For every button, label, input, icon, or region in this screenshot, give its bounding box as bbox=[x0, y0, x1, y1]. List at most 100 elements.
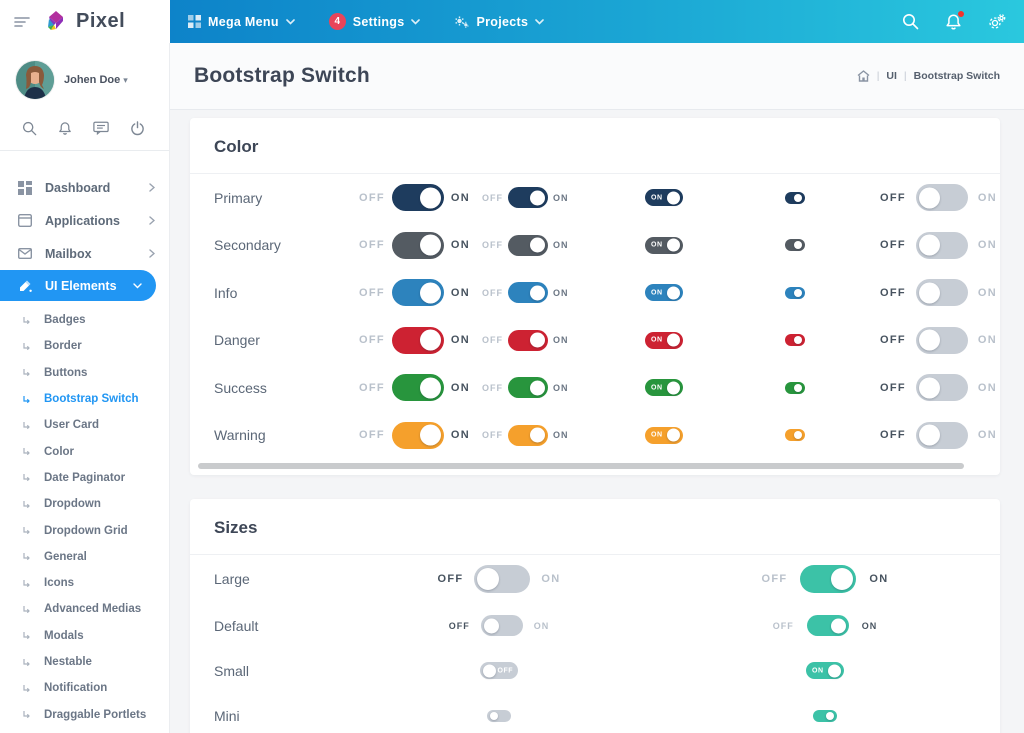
nav-settings[interactable]: 4 Settings bbox=[328, 13, 421, 30]
sidebar-subitem-user-card[interactable]: User Card bbox=[0, 412, 169, 438]
horizontal-scrollbar[interactable] bbox=[198, 463, 964, 469]
sizes-row-mini: Mini bbox=[190, 693, 1000, 733]
switch-group-medium: OFF ON bbox=[482, 377, 575, 399]
switch-danger-medium[interactable] bbox=[508, 329, 548, 351]
switch-large-on[interactable] bbox=[800, 565, 857, 593]
off-label: OFF bbox=[880, 239, 906, 252]
ui-elements-ink-icon bbox=[18, 279, 33, 293]
switch-success-large[interactable] bbox=[391, 374, 444, 402]
switch-small-off[interactable]: OFF bbox=[480, 662, 518, 679]
switch-info-mini[interactable] bbox=[785, 286, 805, 299]
off-label: OFF bbox=[359, 429, 385, 442]
notifications-bell-icon[interactable] bbox=[945, 10, 964, 31]
sidebar-subitem-badges[interactable]: Badges bbox=[0, 307, 169, 333]
nav-mega-menu[interactable]: Mega Menu bbox=[188, 15, 295, 29]
switch-info-medium[interactable] bbox=[508, 282, 548, 304]
sidebar-subitem-label: User Card bbox=[44, 419, 99, 432]
sidebar-subitem-notification[interactable]: Notification bbox=[0, 675, 169, 701]
switch-warning-mini[interactable] bbox=[785, 429, 805, 442]
switch-secondary-mini[interactable] bbox=[785, 239, 805, 252]
avatar[interactable] bbox=[16, 61, 54, 99]
switch-primary-medium[interactable] bbox=[508, 187, 548, 209]
sidebar-subitem-date-paginator[interactable]: Date Paginator bbox=[0, 465, 169, 491]
sidebar-subitem-nestable[interactable]: Nestable bbox=[0, 649, 169, 675]
on-label: ON bbox=[977, 381, 998, 394]
sidebar-subitem-advanced-medias[interactable]: Advanced Medias bbox=[0, 596, 169, 622]
off-label: OFF bbox=[482, 192, 503, 203]
color-card-body: Primary OFF ON OFF ON ON OFF ON Secondary OFF ON OF… bbox=[190, 174, 1000, 475]
bell-icon[interactable] bbox=[58, 121, 72, 136]
switch-group-large: OFF ON bbox=[359, 374, 482, 402]
sidebar-subitem-icons[interactable]: Icons bbox=[0, 570, 169, 596]
breadcrumb: | UI | Bootstrap Switch bbox=[857, 70, 1000, 82]
switch-warning-large[interactable] bbox=[391, 421, 444, 449]
sidebar-subitem-dropdown[interactable]: Dropdown bbox=[0, 491, 169, 517]
home-icon[interactable] bbox=[857, 70, 870, 82]
sidebar-subitem-color[interactable]: Color bbox=[0, 438, 169, 464]
switch-mini-on[interactable] bbox=[813, 709, 837, 722]
sidebar-subitem-border[interactable]: Border bbox=[0, 333, 169, 359]
sidebar-subitem-label: Dropdown Grid bbox=[44, 524, 128, 537]
sidebar-item-ui-elements[interactable]: UI Elements bbox=[0, 270, 156, 301]
switch-inner-label: ON bbox=[651, 194, 663, 202]
sidebar-subitem-bootstrap-switch[interactable]: Bootstrap Switch bbox=[0, 386, 169, 412]
switch-mini-off[interactable] bbox=[487, 709, 511, 722]
sidebar-subitem-draggable-portlets[interactable]: Draggable Portlets bbox=[0, 701, 169, 727]
messages-icon[interactable] bbox=[93, 121, 109, 136]
sidebar-item-dashboard[interactable]: Dashboard bbox=[0, 171, 169, 204]
nav-projects[interactable]: Projects bbox=[454, 15, 545, 29]
switch-group-large: OFF ON bbox=[359, 326, 482, 354]
on-label: ON bbox=[450, 286, 471, 299]
app-logo[interactable]: Pixel bbox=[44, 10, 125, 34]
search-icon[interactable] bbox=[902, 13, 919, 30]
sidebar-toggle-icon[interactable] bbox=[14, 15, 30, 29]
user-name[interactable]: Johen Doe ▾ bbox=[64, 74, 128, 86]
switch-danger-mini[interactable] bbox=[785, 334, 805, 347]
switch-default-off[interactable] bbox=[480, 615, 523, 636]
switch-secondary-small[interactable]: ON bbox=[645, 236, 683, 254]
sidebar-subitem-buttons[interactable]: Buttons bbox=[0, 360, 169, 386]
breadcrumb-item[interactable]: UI bbox=[886, 70, 897, 82]
switch-info-large[interactable] bbox=[391, 279, 444, 307]
sidebar-subitem-modals[interactable]: Modals bbox=[0, 623, 169, 649]
off-label: OFF bbox=[761, 573, 788, 585]
switch-group-large: OFF ON bbox=[359, 279, 482, 307]
color-row-warning: Warning OFF ON OFF ON ON OFF ON bbox=[190, 412, 1000, 460]
brand-name: Pixel bbox=[76, 10, 126, 32]
off-label: OFF bbox=[359, 286, 385, 299]
switch-group-medium: OFF ON bbox=[482, 424, 575, 446]
search-icon[interactable] bbox=[22, 121, 37, 136]
switch-danger-small[interactable]: ON bbox=[645, 331, 683, 349]
switch-default-on[interactable] bbox=[806, 615, 849, 636]
on-label: ON bbox=[553, 335, 569, 346]
switch-primary-small[interactable]: ON bbox=[645, 189, 683, 207]
on-label: ON bbox=[861, 620, 878, 631]
switch-large-off[interactable] bbox=[474, 565, 531, 593]
sidebar-item-mailbox[interactable]: Mailbox bbox=[0, 237, 169, 270]
color-row-danger: Danger OFF ON OFF ON ON OFF ON bbox=[190, 317, 1000, 365]
switch-primary-mini[interactable] bbox=[785, 191, 805, 204]
switch-knob bbox=[667, 191, 680, 205]
switch-knob bbox=[918, 282, 940, 304]
chevron-down-icon bbox=[411, 18, 421, 25]
switch-secondary-medium[interactable] bbox=[508, 234, 548, 256]
switch-knob bbox=[483, 618, 499, 633]
switch-success-mini[interactable] bbox=[785, 381, 805, 394]
switch-danger-large[interactable] bbox=[391, 326, 444, 354]
switch-success-small[interactable]: ON bbox=[645, 379, 683, 397]
switch-primary-large[interactable] bbox=[391, 184, 444, 212]
switch-success-medium[interactable] bbox=[508, 377, 548, 399]
sidebar-subitem-general[interactable]: General bbox=[0, 544, 169, 570]
settings-gears-icon[interactable] bbox=[988, 13, 1006, 30]
sidebar-item-applications[interactable]: Applications bbox=[0, 204, 169, 237]
sidebar-subitem-dropdown-grid[interactable]: Dropdown Grid bbox=[0, 517, 169, 543]
switch-small-on[interactable]: ON bbox=[806, 662, 844, 679]
pixel-logo-icon bbox=[48, 10, 63, 30]
switch-warning-small[interactable]: ON bbox=[645, 426, 683, 444]
power-icon[interactable] bbox=[130, 121, 145, 136]
off-label: OFF bbox=[880, 191, 906, 204]
switch-secondary-large[interactable] bbox=[391, 231, 444, 259]
switch-group-disabled: OFF ON bbox=[880, 374, 998, 402]
switch-info-small[interactable]: ON bbox=[645, 284, 683, 302]
switch-warning-medium[interactable] bbox=[508, 424, 548, 446]
